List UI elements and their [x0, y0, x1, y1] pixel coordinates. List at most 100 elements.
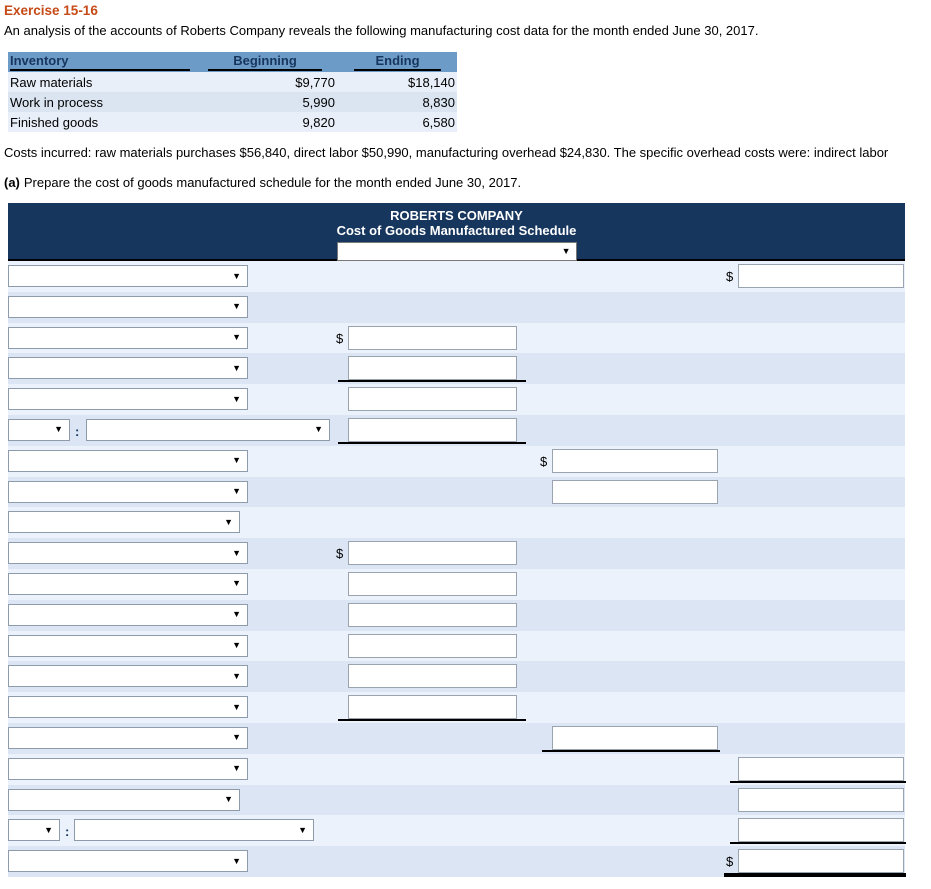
dropdown-arrow-icon: ▼	[561, 246, 571, 256]
qualifier-select[interactable]: ▼	[8, 819, 60, 842]
ending-value: 8,830	[422, 94, 455, 110]
instruction-a: (a) Prepare the cost of goods manufacture…	[4, 175, 521, 190]
account-title-select[interactable]: ▼	[8, 726, 248, 749]
dropdown-arrow-icon: ▼	[232, 332, 241, 343]
amount-input[interactable]	[348, 541, 517, 566]
account-title-select[interactable]: ▼	[8, 542, 248, 565]
colon-separator: :	[65, 824, 70, 840]
costs-incurred-text: Costs incurred: raw materials purchases …	[4, 145, 889, 160]
schedule-row: ▼	[8, 476, 905, 508]
amount-input[interactable]	[348, 387, 517, 412]
account-title-select[interactable]: ▼	[8, 603, 248, 626]
account-title-select[interactable]: ▼	[8, 388, 248, 411]
single-rule	[338, 719, 526, 722]
row-label: Work in process	[10, 94, 103, 110]
dropdown-arrow-icon: ▼	[232, 578, 241, 589]
single-rule	[338, 380, 526, 383]
col-header-ending: Ending	[340, 52, 457, 72]
dropdown-arrow-icon: ▼	[232, 640, 241, 651]
amount-input[interactable]	[552, 479, 718, 504]
account-title-select[interactable]: ▼	[8, 326, 248, 349]
schedule-row: ▼	[8, 784, 905, 816]
dropdown-arrow-icon: ▼	[224, 516, 233, 527]
amount-input[interactable]	[348, 695, 517, 720]
account-title-select[interactable]: ▼	[8, 265, 248, 287]
period-select[interactable]: ▼	[336, 242, 577, 261]
beginning-value: $9,770	[295, 74, 335, 90]
row-label: Finished goods	[10, 114, 99, 130]
amount-input[interactable]	[348, 571, 517, 596]
ending-value: $18,140	[408, 74, 455, 90]
dropdown-arrow-icon: ▼	[298, 824, 307, 835]
account-title-select[interactable]: ▼	[74, 819, 314, 842]
account-title-select[interactable]: ▼	[8, 757, 248, 780]
amount-input[interactable]	[348, 602, 517, 627]
amount-input[interactable]	[348, 664, 517, 689]
dropdown-arrow-icon: ▼	[232, 763, 241, 774]
col-header-beginning: Beginning	[200, 52, 340, 72]
dropdown-arrow-icon: ▼	[232, 362, 241, 373]
schedule-panel: ROBERTS COMPANY Cost of Goods Manufactur…	[8, 203, 906, 878]
dropdown-arrow-icon: ▼	[232, 455, 241, 466]
amount-input[interactable]	[348, 633, 517, 658]
amount-input[interactable]	[348, 325, 517, 350]
dropdown-arrow-icon: ▼	[232, 270, 241, 281]
schedule-row: ▼	[8, 630, 905, 662]
page-title: Exercise 15-16	[4, 3, 98, 18]
inventory-table: Inventory Beginning Ending Raw materials…	[8, 52, 457, 132]
schedule-row: ▼	[8, 692, 905, 723]
currency-symbol: $	[726, 269, 734, 284]
schedule-row: ▼	[8, 353, 905, 385]
account-title-select[interactable]: ▼	[8, 357, 248, 380]
amount-input[interactable]	[348, 356, 517, 381]
account-title-select[interactable]: ▼	[8, 665, 248, 688]
single-rule	[338, 441, 526, 444]
currency-symbol: $	[726, 854, 734, 870]
schedule-row: ▼ $	[8, 846, 906, 878]
dropdown-arrow-icon: ▼	[232, 609, 241, 620]
double-rule	[724, 873, 906, 878]
amount-input[interactable]	[738, 818, 904, 843]
beginning-value: 9,820	[302, 114, 335, 130]
dropdown-arrow-icon: ▼	[232, 547, 241, 558]
schedule-row: ▼ $	[8, 322, 905, 354]
schedule-row: ▼	[8, 753, 906, 785]
account-title-select[interactable]: ▼	[8, 850, 248, 873]
account-title-select[interactable]: ▼	[8, 511, 240, 534]
schedule-row: ▼	[8, 384, 905, 415]
single-rule	[730, 842, 906, 845]
dropdown-arrow-icon: ▼	[232, 701, 241, 712]
schedule-row: ▼	[8, 291, 905, 323]
account-title-select[interactable]: ▼	[8, 449, 248, 472]
schedule-subtitle: Cost of Goods Manufactured Schedule	[336, 223, 577, 238]
colon-separator: :	[75, 423, 80, 439]
qualifier-select[interactable]: ▼	[8, 418, 70, 441]
dropdown-arrow-icon: ▼	[232, 732, 241, 743]
account-title-select[interactable]: ▼	[8, 480, 248, 503]
account-title-select[interactable]: ▼	[86, 418, 330, 441]
amount-input[interactable]	[738, 849, 904, 874]
amount-input[interactable]	[738, 264, 904, 288]
amount-input[interactable]	[738, 787, 904, 812]
table-row: Work in process 5,990 8,830	[8, 92, 457, 112]
schedule-row: ▼	[8, 507, 905, 539]
account-title-select[interactable]: ▼	[8, 634, 248, 657]
inventory-table-header: Inventory Beginning Ending	[8, 52, 457, 72]
amount-input[interactable]	[738, 756, 904, 781]
intro-text: An analysis of the accounts of Roberts C…	[4, 23, 759, 38]
schedule-row: ▼	[8, 661, 905, 693]
amount-input[interactable]	[552, 448, 718, 473]
account-title-select[interactable]: ▼	[8, 788, 240, 811]
table-row: Finished goods 9,820 6,580	[8, 112, 457, 132]
schedule-row: ▼	[8, 568, 905, 600]
account-title-select[interactable]: ▼	[8, 696, 248, 719]
amount-input[interactable]	[552, 725, 718, 750]
account-title-select[interactable]: ▼	[8, 572, 248, 595]
dropdown-arrow-icon: ▼	[232, 301, 241, 312]
currency-symbol: $	[540, 453, 548, 469]
ending-value: 6,580	[422, 114, 455, 130]
dropdown-arrow-icon: ▼	[232, 486, 241, 497]
dropdown-arrow-icon: ▼	[314, 424, 323, 435]
account-title-select[interactable]: ▼	[8, 295, 248, 318]
amount-input[interactable]	[348, 417, 517, 442]
